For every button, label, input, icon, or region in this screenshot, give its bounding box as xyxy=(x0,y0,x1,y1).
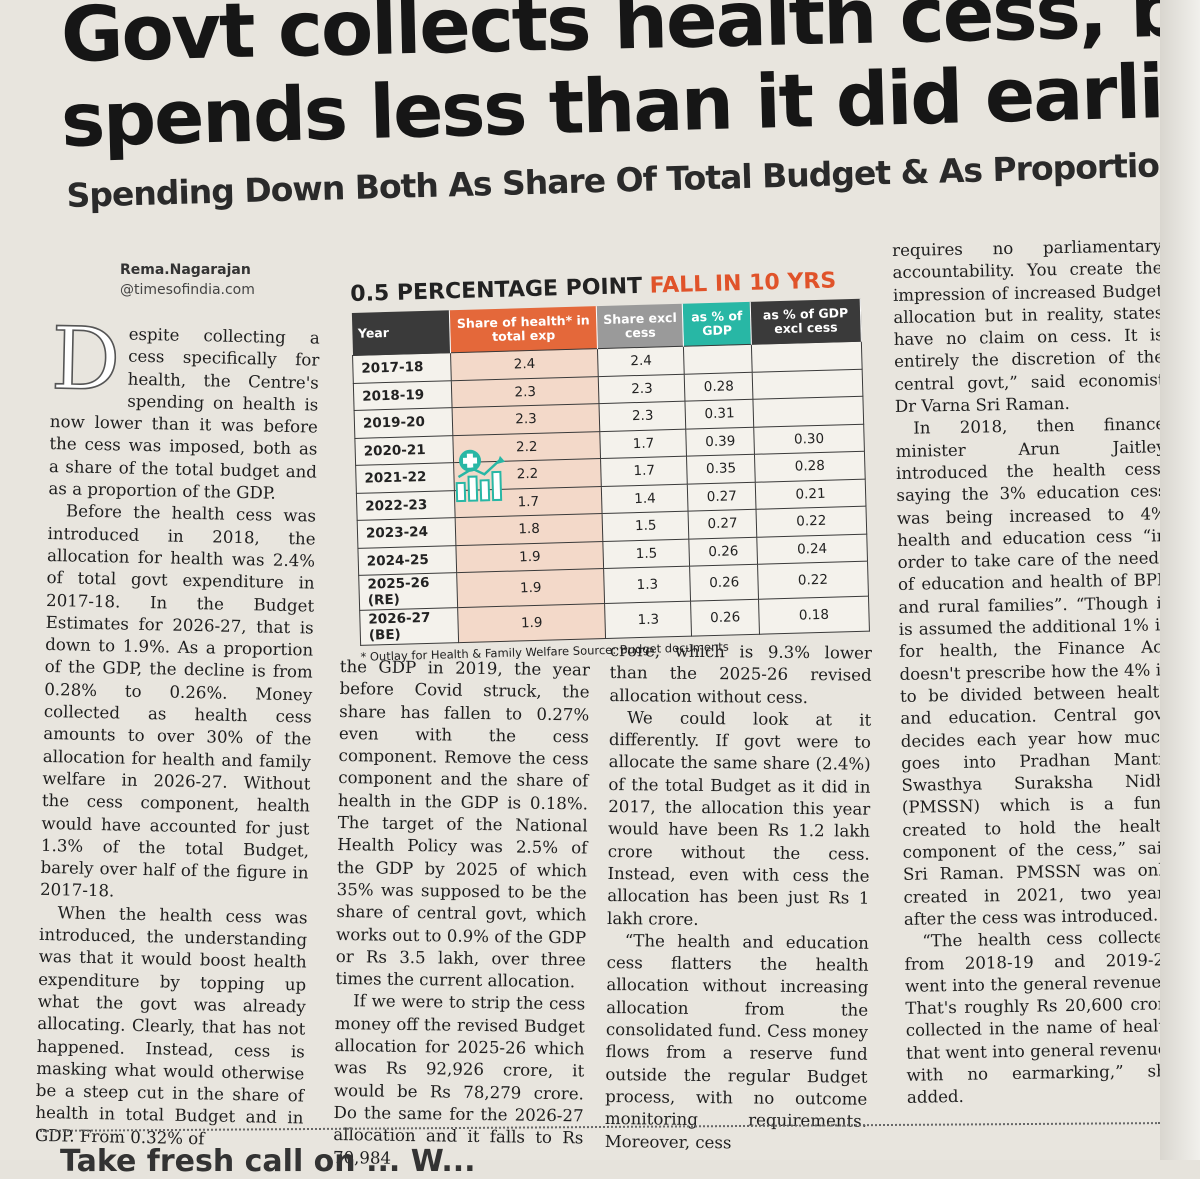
paragraph: Before the health cess was introduced in… xyxy=(39,501,317,901)
cell-year: 2021-22 xyxy=(355,462,455,493)
article-column-4: requires no parliamentary accountability… xyxy=(892,235,1177,1109)
cell-value: 0.28 xyxy=(684,371,753,402)
cell-value: 1.9 xyxy=(455,541,604,573)
cell-year: 2017-18 xyxy=(352,352,452,383)
cell-value: 1.3 xyxy=(604,601,692,639)
cell-value: 0.26 xyxy=(689,536,758,567)
paragraph: the GDP in 2019, the year before Covid s… xyxy=(335,656,590,992)
cell-value: 0.24 xyxy=(756,533,868,565)
cell-year: 2022-23 xyxy=(356,490,456,521)
author-email: @timesofindia.com xyxy=(120,282,255,298)
newspaper-page: Govt collects health cess, but spends le… xyxy=(34,0,1200,1179)
cell-value: 1.7 xyxy=(600,456,688,487)
cell-value: 0.39 xyxy=(686,426,755,457)
cell-year: 2020-21 xyxy=(354,435,454,466)
cell-value: 2.3 xyxy=(452,403,601,436)
cell-value: 0.22 xyxy=(755,506,867,537)
paragraph: We could look at it differently. If govt… xyxy=(606,708,872,929)
cell-value: 0.35 xyxy=(686,454,756,484)
cell-year: 2025-26 (RE) xyxy=(358,572,458,611)
cell-value: 0.26 xyxy=(690,599,760,637)
cell-value: 2.3 xyxy=(599,401,687,432)
cell-value: 0.22 xyxy=(757,561,869,600)
cell-value: 2.3 xyxy=(451,376,600,408)
header-gdp-excl-cess: as % of GDP excl cess xyxy=(750,298,862,345)
paragraph: crore, which is 9.3% lower than the 2025… xyxy=(609,640,872,707)
cell-year: 2018-19 xyxy=(353,380,453,411)
cell-value: 1.8 xyxy=(455,513,604,546)
health-spending-table: Year Share of health* in total exp Share… xyxy=(351,298,870,646)
cell-value xyxy=(683,344,753,374)
cell-year: 2024-25 xyxy=(357,545,457,576)
cell-value: 1.3 xyxy=(603,566,691,604)
cell-value: 0.27 xyxy=(687,481,756,512)
cell-value: 0.30 xyxy=(753,423,865,455)
cell-value xyxy=(751,341,863,372)
cell-year: 2019-20 xyxy=(354,407,453,438)
paragraph: When the health cess was introduced, the… xyxy=(34,902,308,1149)
cell-value: 0.18 xyxy=(758,596,870,635)
page-edge xyxy=(1160,0,1200,1160)
cell-year: 2023-24 xyxy=(357,517,456,548)
author-name: Rema.Nagarajan xyxy=(120,262,251,278)
byline: Rema.Nagarajan @timesofindia.com xyxy=(120,262,255,298)
paragraph: In 2018, then finance minister Arun Jait… xyxy=(895,414,1174,929)
cell-value: 2.4 xyxy=(450,348,599,381)
cell-value: 0.21 xyxy=(755,478,866,510)
cell-value: 1.5 xyxy=(602,511,690,542)
cell-value: 2.4 xyxy=(597,346,685,377)
cell-value: 1.9 xyxy=(456,568,605,608)
next-story-headline: Take fresh call on ... W... xyxy=(60,1144,476,1179)
cell-value: 0.26 xyxy=(690,564,759,602)
cell-value: 1.5 xyxy=(603,538,691,569)
cell-value xyxy=(752,368,863,400)
article-column-2: the GDP in 2019, the year before Covid s… xyxy=(333,656,590,1172)
article-column-3: crore, which is 9.3% lower than the 2025… xyxy=(605,640,872,1156)
table-title-prefix: 0.5 PERCENTAGE POINT xyxy=(350,273,651,307)
cell-value: 0.31 xyxy=(685,399,754,429)
header-gdp: as % of GDP xyxy=(682,301,752,347)
drop-cap: D xyxy=(49,308,122,411)
cell-year: 2026-27 (BE) xyxy=(359,607,459,646)
paragraph: “The health and education cess flatters … xyxy=(604,931,869,1152)
paragraph: “The health cess collected from 2018-19 … xyxy=(904,927,1177,1108)
table-title-highlight: FALL IN 10 YRS xyxy=(649,268,837,299)
cell-value: 1.4 xyxy=(601,483,689,514)
cell-value: 1.7 xyxy=(600,428,687,459)
cell-value: 2.3 xyxy=(598,373,686,404)
cell-value: 0.27 xyxy=(688,509,757,539)
data-table-box: 0.5 PERCENTAGE POINT FALL IN 10 YRS Year… xyxy=(350,268,870,664)
paragraph: requires no parliamentary accountability… xyxy=(892,236,1165,417)
cell-value: 0.28 xyxy=(754,451,866,482)
cell-value xyxy=(752,396,864,427)
header-share-excl-cess: Share excl cess xyxy=(596,303,684,349)
health-growth-chart-icon xyxy=(455,449,506,503)
header-share-total: Share of health* in total exp xyxy=(449,306,598,353)
cell-value: 1.9 xyxy=(457,603,606,643)
header-year: Year xyxy=(351,310,451,356)
